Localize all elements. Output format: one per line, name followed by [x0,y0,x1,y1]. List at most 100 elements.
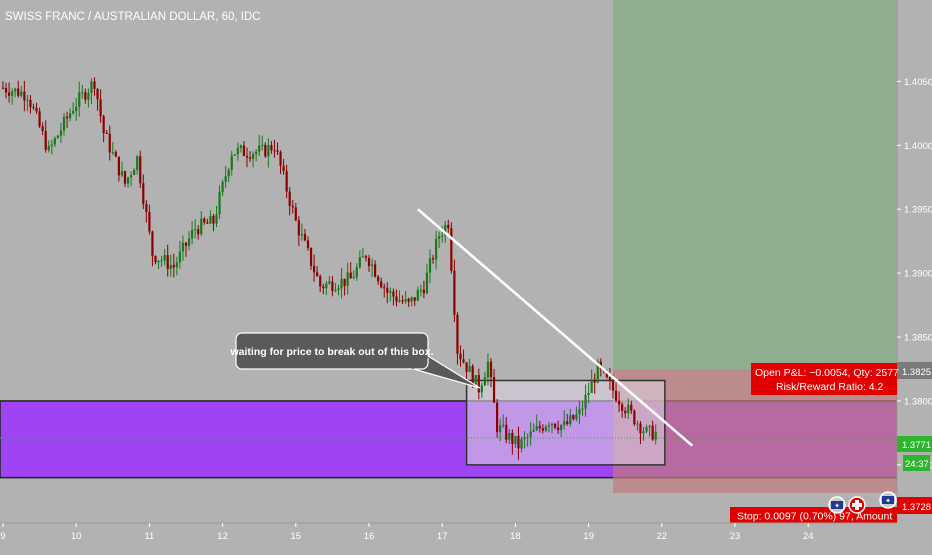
last-price-label: 1.3771 [897,436,932,452]
time-tick-label: 18 [510,531,521,542]
candle-body [578,409,581,415]
candle-body [444,224,447,236]
candle-body [282,165,285,172]
svg-text:✦: ✦ [834,502,840,510]
candle-body [62,116,66,131]
candle-body [221,181,224,193]
candle-body [447,224,450,229]
candle-body [75,106,78,111]
candle-body [130,174,133,178]
candle-body [32,107,35,109]
stop-text: Stop: 0.0097 (0.70%) 97, Amount [737,511,892,523]
candle-body [496,402,499,433]
candle-body [163,255,166,261]
candle-body [435,238,438,260]
candle-body [233,154,236,156]
price-tick-label: 1.4050 [904,77,932,88]
risk-reward-text: Risk/Reward Ratio: 4.2 [776,381,884,393]
candles-group [1,77,657,460]
candle-body [303,234,307,241]
candle-body [29,99,32,108]
candle-body [474,375,477,385]
candle-body [483,377,486,386]
candle-body [456,314,459,354]
svg-text:1.3728: 1.3728 [902,502,931,513]
candle-body [621,404,624,411]
annotation-callout[interactable]: waiting for price to break out of this b… [229,332,481,389]
event-flag-australia[interactable]: ✦ [828,496,846,514]
candle-body [264,144,267,157]
candle-body [471,366,474,385]
candle-body [65,116,69,119]
candle-body [187,238,191,246]
candle-body [459,353,462,360]
candle-body [367,257,371,267]
time-tick-label: 9 [0,531,5,542]
event-flag-switzerland[interactable] [848,496,866,514]
candle-body [648,425,651,428]
price-tick-label: 1.3800 [904,396,932,407]
candle-body [224,176,227,182]
candle-body [453,270,456,315]
time-tick-label: 17 [437,531,448,542]
candle-body [566,421,569,424]
time-axis[interactable] [0,523,932,550]
candle-body [123,171,127,184]
candle-body [508,432,511,440]
pnl-label[interactable]: Open P&L: −0.0054, Qty: 2577 Risk/Reward… [751,363,899,395]
stop-price-label: 1.3728 [897,497,932,514]
candle-body [273,150,276,152]
event-flag-australia-2[interactable]: ✦ [879,491,897,509]
candle-body [279,151,282,166]
candle-body [227,169,230,177]
candle-body [651,425,654,440]
candle-body [59,130,63,136]
candle-body [319,276,322,287]
candle-body [218,192,221,215]
candle-body [618,400,621,405]
candle-body [425,272,429,294]
candle-body [541,428,544,431]
candle-body [352,277,355,279]
candle-body [428,258,432,273]
candle-body [200,218,203,235]
candle-body [526,437,529,439]
candle-body [358,257,361,268]
price-tick-label: 1.4000 [904,141,932,152]
candle-body [557,427,560,431]
stop-label[interactable]: Stop: 0.0097 (0.70%) 97, Amount [730,507,897,523]
trendline[interactable] [416,208,694,447]
candle-body [105,132,108,134]
candle-body [389,291,392,293]
candle-body [489,361,493,378]
candle-body [596,361,599,383]
candle-body [181,242,185,252]
candle-body [465,362,468,372]
target-zone[interactable] [613,0,897,369]
candle-body [627,404,630,414]
candle-body [383,287,386,289]
candle-body [1,87,5,89]
candle-body [361,256,364,258]
candle-body [169,264,172,269]
candle-body [245,155,249,158]
time-tick-label: 10 [71,531,82,542]
candle-body [377,276,380,282]
candle-body [248,157,252,159]
candle-body [547,425,551,427]
time-tick-label: 12 [217,531,228,542]
candle-body [175,262,178,268]
candle-body [407,298,410,302]
candle-body [23,91,26,101]
candle-body [239,145,242,148]
candle-body [587,392,590,395]
candle-body [398,300,401,302]
candle-body [480,385,483,393]
candle-body [8,92,11,96]
candle-body [291,205,294,208]
candle-body [553,423,557,428]
candle-body [340,278,343,289]
candle-body [78,92,81,107]
